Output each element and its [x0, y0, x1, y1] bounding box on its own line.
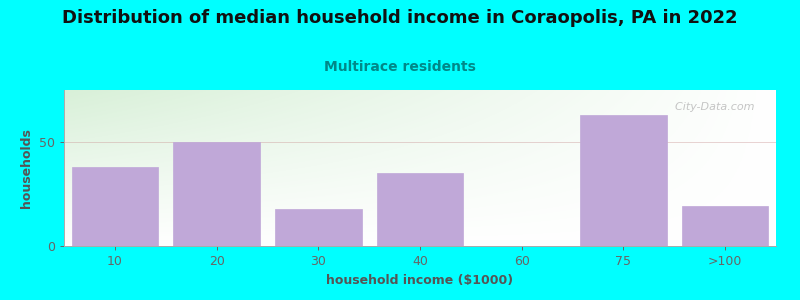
Bar — [72, 167, 158, 246]
Text: City-Data.com: City-Data.com — [668, 103, 754, 112]
Text: Multirace residents: Multirace residents — [324, 60, 476, 74]
X-axis label: household income ($1000): household income ($1000) — [326, 274, 514, 286]
Text: Distribution of median household income in Coraopolis, PA in 2022: Distribution of median household income … — [62, 9, 738, 27]
Bar — [682, 206, 768, 246]
Y-axis label: households: households — [21, 128, 34, 208]
Bar — [377, 173, 463, 246]
Bar — [580, 115, 666, 246]
Bar — [275, 208, 362, 246]
Bar — [174, 142, 260, 246]
